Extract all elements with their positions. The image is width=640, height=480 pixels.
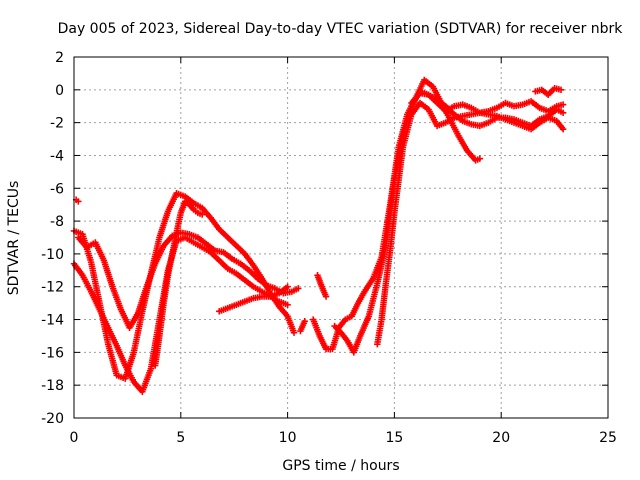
data-point	[301, 317, 308, 325]
data-series	[532, 84, 565, 98]
data-point	[198, 211, 206, 218]
data-points	[70, 76, 567, 395]
y-tick-label: 2	[55, 50, 64, 66]
y-tick-label: -14	[41, 313, 64, 329]
data-series	[408, 89, 567, 116]
y-axis-label: SDTVAR / TECUs	[6, 181, 22, 296]
y-tick-label: -12	[41, 280, 64, 296]
y-tick-label: -6	[50, 181, 64, 197]
y-tick-label: -16	[41, 345, 64, 361]
y-tick-label: -4	[50, 148, 64, 164]
data-series	[75, 229, 302, 331]
x-tick-label: 10	[279, 430, 297, 446]
tick-labels: 0 5 10 15 20 25-20-18-16-14-12-10-8-6-4-202	[41, 50, 617, 446]
x-tick-label: 20	[492, 430, 510, 446]
x-tick-label: 25	[599, 430, 617, 446]
data-point	[290, 329, 298, 336]
data-series	[70, 189, 298, 382]
y-tick-label: -10	[41, 247, 64, 263]
y-tick-label: -8	[50, 214, 64, 230]
x-tick-label: 15	[385, 430, 403, 446]
chart-title: Day 005 of 2023, Sidereal Day-to-day VTE…	[58, 21, 624, 37]
x-axis-label: GPS time / hours	[282, 458, 399, 474]
data-point	[559, 101, 567, 108]
data-series	[297, 317, 308, 335]
data-point	[557, 86, 565, 94]
data-series	[216, 283, 291, 315]
data-series	[314, 272, 330, 300]
data-point	[559, 126, 567, 133]
data-point	[75, 198, 82, 205]
y-tick-label: -2	[50, 116, 64, 132]
x-tick-label: 5	[176, 430, 185, 446]
y-tick-label: 0	[55, 83, 64, 99]
x-tick-label: 0	[70, 430, 79, 446]
data-point	[476, 155, 484, 162]
plot-frame	[73, 56, 609, 419]
y-tick-label: -18	[41, 378, 64, 394]
data-point	[284, 301, 291, 308]
data-series	[151, 198, 206, 369]
y-tick-label: -20	[41, 411, 64, 427]
data-point	[322, 293, 330, 300]
data-point	[295, 285, 302, 292]
data-point	[284, 283, 291, 290]
data-series	[374, 99, 567, 348]
data-point	[559, 109, 567, 116]
